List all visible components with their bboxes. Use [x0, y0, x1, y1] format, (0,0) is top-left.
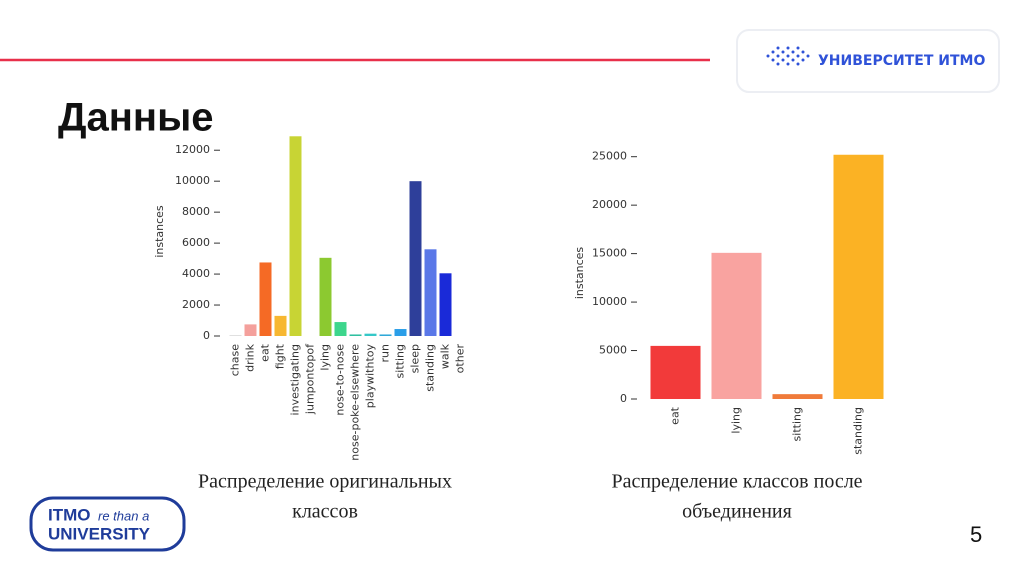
bar [320, 258, 332, 336]
bar [395, 329, 407, 336]
bar [365, 334, 377, 336]
x-tick-label: eat [259, 343, 272, 362]
y-tick-label: 12000 [175, 143, 210, 156]
caption: объединения [682, 501, 792, 523]
y-axis-label: instances [573, 247, 586, 300]
x-tick-label: lying [319, 344, 332, 371]
x-tick-label: eat [669, 406, 682, 425]
x-tick-label: jumpontopof [304, 343, 317, 415]
bar [335, 322, 347, 336]
x-tick-label: lying [730, 407, 743, 434]
logo-bottom-text: ITMO [48, 505, 91, 524]
caption: Распределение классов после [611, 471, 862, 493]
logo-text: УНИВЕРСИТЕТ ИТМО [818, 53, 985, 69]
y-tick-label: 10000 [175, 174, 210, 187]
x-tick-label: investigating [289, 344, 302, 415]
x-tick-label: sitting [394, 344, 407, 378]
caption: Распределение оригинальных [198, 471, 452, 493]
y-tick-label: 25000 [592, 150, 627, 163]
x-tick-label: nose-to-nose [334, 344, 347, 416]
bar [711, 253, 761, 399]
x-tick-label: walk [439, 343, 452, 369]
bar [410, 181, 422, 336]
caption: классов [292, 501, 358, 523]
y-tick-label: 10000 [592, 295, 627, 308]
y-axis-label: instances [153, 205, 166, 258]
x-tick-label: playwithtoy [364, 344, 377, 409]
page-number: 5 [970, 522, 982, 547]
x-tick-label: nose-poke-elsewhere [349, 344, 362, 461]
x-tick-label: other [454, 344, 467, 374]
logo-bottom-text: UNIVERSITY [48, 524, 151, 543]
y-tick-label: 5000 [599, 344, 627, 357]
y-tick-label: 2000 [182, 298, 210, 311]
y-tick-label: 15000 [592, 247, 627, 260]
x-tick-label: chase [229, 344, 242, 376]
y-tick-label: 0 [203, 329, 210, 342]
x-tick-label: run [379, 344, 392, 362]
bar [275, 316, 287, 336]
x-tick-label: sitting [791, 407, 804, 441]
x-tick-label: drink [244, 343, 257, 372]
bar [290, 136, 302, 336]
bar [380, 334, 392, 336]
y-tick-label: 6000 [182, 236, 210, 249]
x-tick-label: sleep [409, 344, 422, 373]
y-tick-label: 0 [620, 392, 627, 405]
x-tick-label: fight [274, 343, 287, 369]
bar [260, 262, 272, 336]
y-tick-label: 20000 [592, 198, 627, 211]
slide-title: Данные [58, 96, 213, 140]
logo-bottom-text: re than a [98, 508, 149, 523]
bar [425, 249, 437, 336]
bar [245, 324, 257, 336]
y-tick-label: 8000 [182, 205, 210, 218]
x-tick-label: standing [424, 344, 437, 392]
x-tick-label: standing [852, 407, 865, 455]
bar [440, 273, 452, 336]
bar [833, 155, 883, 399]
bar [350, 334, 362, 336]
bar [650, 346, 700, 399]
bar [772, 394, 822, 399]
y-tick-label: 4000 [182, 267, 210, 280]
